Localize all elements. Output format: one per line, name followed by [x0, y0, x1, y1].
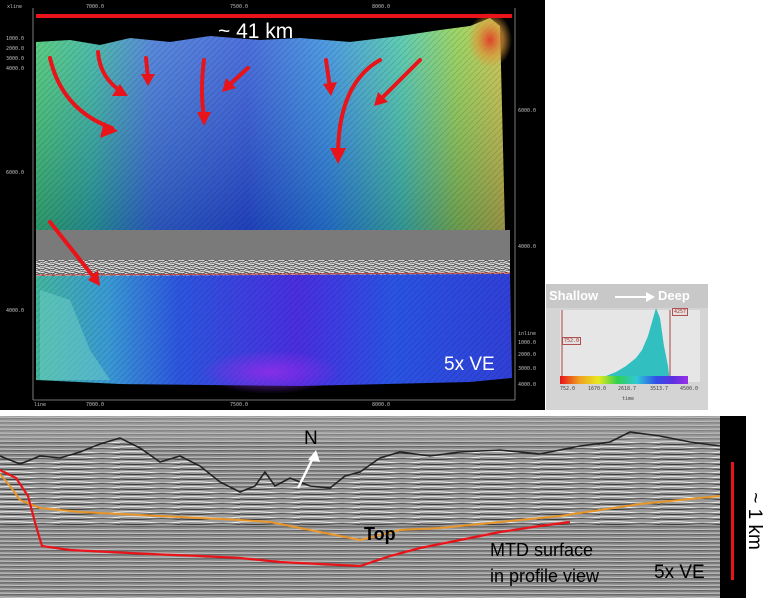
north-label: N [304, 428, 318, 449]
flow-arrow [226, 66, 250, 88]
seismic-profile: N Top MTD surface in profile view 5x VE [0, 416, 720, 598]
top-label: Top [364, 524, 396, 544]
axis-right-tick: 3000.0 [518, 366, 537, 372]
flow-arrow [336, 58, 382, 158]
shallow-label: Shallow [549, 288, 599, 303]
axis-right-tick: 4000.0 [518, 382, 537, 388]
flow-arrowheads [88, 74, 388, 286]
vertical-scale-label-box: ~ 1 km [736, 476, 772, 566]
axis-top-tick: 7000.0 [86, 4, 105, 10]
axis-left-tick: 4000.0 [6, 66, 25, 72]
seismic-strip [36, 260, 510, 276]
vertical-scale-bar [731, 462, 734, 580]
mtd-surface-line [0, 469, 571, 568]
axis-right-tick: 1000.0 [518, 340, 537, 346]
mtd-label-line1: MTD surface [490, 540, 594, 560]
legend-tick: 4500.0 [680, 386, 699, 392]
seismic-graphic [0, 416, 720, 598]
profile-ve-label: 5x VE [654, 562, 705, 583]
top-horizon-line [0, 473, 720, 542]
flow-arrow [378, 58, 422, 102]
axis-right-tick: 6000.0 [518, 108, 537, 114]
north-arrow [296, 455, 316, 489]
right-arrow-icon [615, 292, 655, 302]
flow-arrow [48, 220, 98, 282]
axis-right-label: inline [518, 331, 537, 337]
histogram-graphic [560, 308, 700, 384]
axis-bottom-tick: 7500.0 [230, 402, 249, 408]
max-marker: 4257 [672, 308, 689, 316]
seafloor-reflectors [0, 432, 720, 526]
axis-top-tick: 8000.0 [372, 4, 391, 10]
axis-top-tick: 7500.0 [230, 4, 249, 10]
depth-histogram-legend: Shallow Deep 752.0 4257 752.0 1670.0 261… [546, 284, 708, 410]
color-scale-bar [560, 376, 688, 384]
flow-arrow [48, 56, 114, 130]
histogram-area [562, 308, 670, 382]
legend-tick: 3513.7 [650, 386, 669, 392]
vertical-scale-label: ~ 1 km [744, 492, 765, 550]
deep-label: Deep [658, 288, 690, 303]
section-gap [36, 230, 510, 260]
legend-tick: 2618.7 [618, 386, 637, 392]
axis-left-tick: 2000.0 [6, 46, 25, 52]
axis-bottom-tick: 8000.0 [372, 402, 391, 408]
seafloor-3d-map: xline 7000.0 7500.0 8000.0 1000.0 2000.0… [0, 0, 545, 410]
axis-bottom-tick: 7000.0 [86, 402, 105, 408]
flow-arrow [200, 58, 206, 120]
axis-left-tick: 1000.0 [6, 36, 25, 42]
min-marker: 752.0 [562, 337, 582, 345]
map-graphic [32, 8, 516, 401]
axis-bottom-label: line [34, 402, 47, 408]
legend-tick: 1670.0 [588, 386, 607, 392]
axis-right-tick: 2000.0 [518, 352, 537, 358]
axis-right-tick: 4000.0 [518, 244, 537, 250]
mtd-label-line2: in profile view [490, 566, 600, 586]
axis-left-tick: 6000.0 [6, 170, 25, 176]
ve-label: 5x VE [444, 354, 495, 375]
axis-top-label: xline [7, 4, 23, 10]
legend-bottom-label: time [622, 396, 635, 402]
legend-tick: 752.0 [560, 386, 576, 392]
width-label: ~ 41 km [218, 20, 294, 43]
axis-left-tick: 3000.0 [6, 56, 25, 62]
axis-left-tick: 4000.0 [6, 308, 25, 314]
